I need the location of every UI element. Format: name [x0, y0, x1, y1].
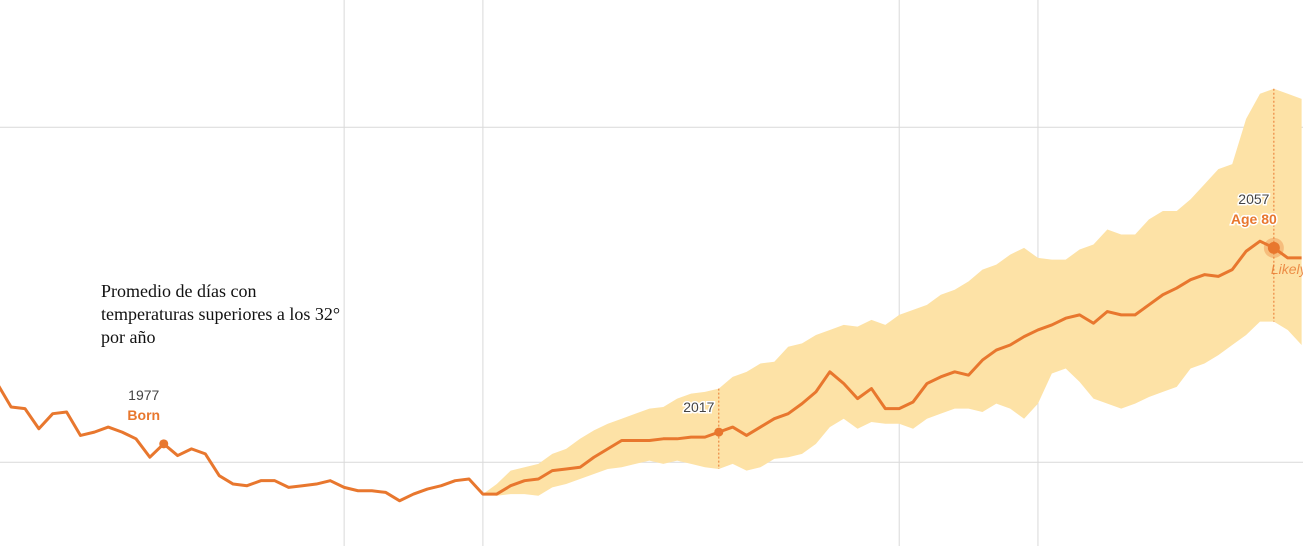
chart-subtitle: Promedio de días con temperaturas superi… [101, 281, 341, 347]
annotation-label: Age 80 [1231, 211, 1277, 227]
uncertainty-band [482, 88, 1302, 496]
annotation-year: 1977 [128, 387, 159, 403]
point [1267, 241, 1280, 254]
point [159, 439, 169, 449]
annotation-label: Born [127, 407, 160, 423]
data-line [0, 239, 1302, 503]
annotation-note: Likely [1271, 261, 1303, 277]
point [714, 427, 724, 437]
annotation-year: 2017 [683, 399, 714, 415]
annotation-year: 2057 [1238, 191, 1269, 207]
